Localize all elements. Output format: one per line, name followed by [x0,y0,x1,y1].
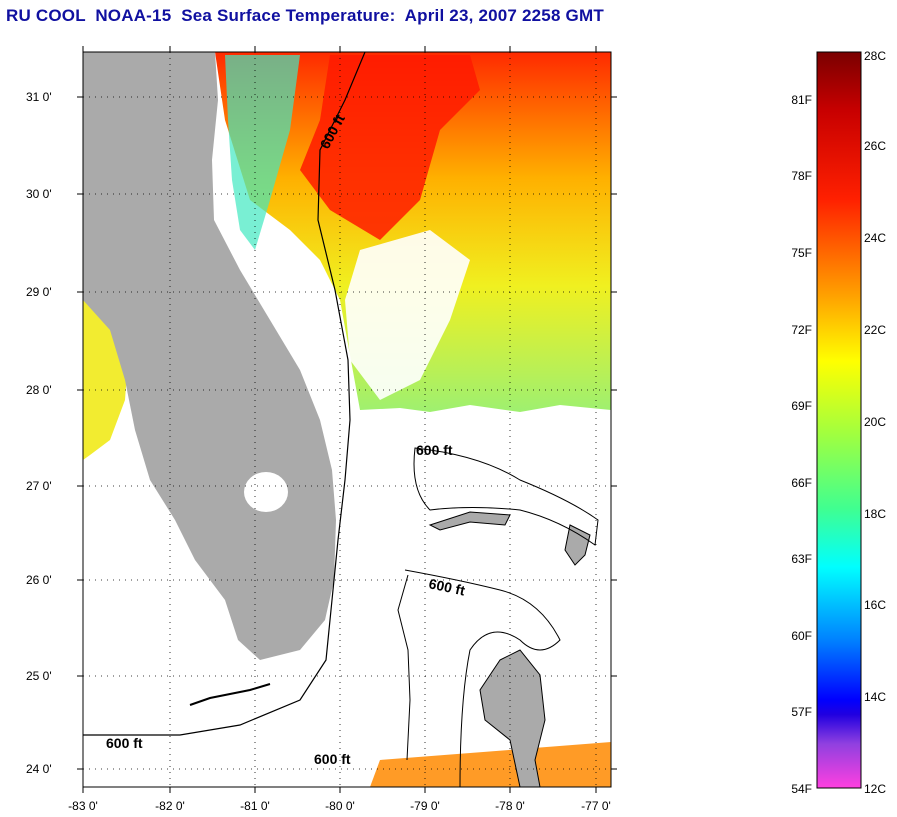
lake-okeechobee [244,472,288,512]
lat-label: 26 0' [26,573,52,587]
colorbar-f-label: 66F [791,476,812,490]
abaco-land [564,524,591,566]
colorbar-c-label: 16C [864,598,886,612]
lat-label: 30 0' [26,187,52,201]
axis-ticks [77,46,617,793]
lat-label: 24 0' [26,762,52,776]
colorbar-f-label: 75F [791,246,812,260]
little-bahama-bank-outline [413,447,599,546]
lon-label: -80 0' [325,799,355,813]
page-title: RU COOL NOAA-15 Sea Surface Temperature:… [6,6,604,25]
lon-label: -79 0' [410,799,440,813]
isobath-600ft-florida [83,52,366,736]
colorbar-f-label: 81F [791,93,812,107]
lon-label: -78 0' [495,799,525,813]
great-bahama-bank-outline [404,569,561,787]
colorbar-c-label: 24C [864,231,886,245]
colorbar-f-label: 57F [791,705,812,719]
lon-label: -77 0' [581,799,611,813]
colorbar-c-label: 14C [864,690,886,704]
colorbar-f-label: 60F [791,629,812,643]
cloud-gap [345,230,470,400]
colorbar-c-label: 20C [864,415,886,429]
lon-label: -82 0' [155,799,185,813]
lat-label: 28 0' [26,383,52,397]
colorbar-f-label: 78F [791,169,812,183]
contour-label: 600 ft [106,735,143,751]
colorbar-f-label: 63F [791,552,812,566]
lon-label: -81 0' [240,799,270,813]
grand-bahama-land [428,511,511,531]
florida-keys [189,683,271,706]
lat-label: 31 0' [26,90,52,104]
colorbar-c-label: 22C [864,323,886,337]
colorbar-f-label: 69F [791,399,812,413]
colorbar-c-label: 28C [864,49,886,63]
lat-label: 27 0' [26,479,52,493]
sst-coastal-cool-band [225,55,300,250]
colorbar-c-label: 18C [864,507,886,521]
colorbar-c-label: 26C [864,139,886,153]
contour-label: 600 ft [314,751,351,767]
map-content [83,52,611,787]
isobath-600ft-bahamas [397,574,411,761]
colorbar-f-label: 54F [791,782,812,796]
andros-land [479,649,546,787]
map-border [82,51,612,788]
lon-label: -83 0' [68,799,98,813]
lat-label: 29 0' [26,285,52,299]
sst-field-south [370,742,611,787]
contour-label: 600 ft [427,575,466,598]
colorbar [816,51,862,789]
colorbar-f-label: 72F [791,323,812,337]
contour-label: 600 ft [416,442,453,458]
colorbar-c-label: 12C [864,782,886,796]
lat-label: 25 0' [26,669,52,683]
